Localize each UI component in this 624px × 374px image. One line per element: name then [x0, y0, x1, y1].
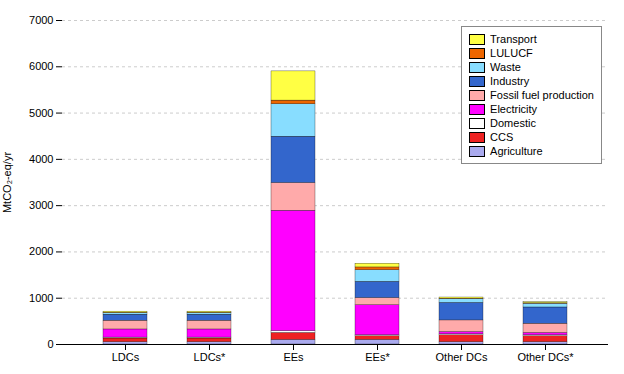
svg-text:3000: 3000: [29, 199, 53, 211]
html-text:Transport: Transport: [490, 33, 537, 45]
svg-text:EEs*: EEs*: [365, 351, 390, 363]
svg-text:7000: 7000: [29, 14, 53, 26]
svg-text:LDCs: LDCs: [112, 351, 140, 363]
svg-text:Other DCs: Other DCs: [436, 351, 488, 363]
svg-text:MtCO₂-eq/yr: MtCO₂-eq/yr: [1, 152, 13, 213]
svg-text:4000: 4000: [29, 153, 53, 165]
svg-text:1000: 1000: [29, 292, 53, 304]
svg-text:5000: 5000: [29, 107, 53, 119]
html-text:Waste: Waste: [490, 61, 521, 73]
svg-text:EEs: EEs: [283, 351, 304, 363]
html-text:Agriculture: Agriculture: [490, 145, 543, 157]
svg-text:6000: 6000: [29, 60, 53, 72]
html-text:CCS: CCS: [490, 131, 514, 143]
html-text:LULUCF: LULUCF: [490, 47, 533, 59]
svg-text:Other DCs*: Other DCs*: [517, 351, 574, 363]
html-text:Domestic: Domestic: [490, 117, 536, 129]
svg-text:0: 0: [47, 338, 53, 350]
html-text:Electricity: Electricity: [490, 103, 538, 115]
html-text:Industry: Industry: [490, 75, 530, 87]
svg-text:LDCs*: LDCs*: [194, 351, 227, 363]
svg-text:2000: 2000: [29, 245, 53, 257]
html-text:Fossil fuel production: Fossil fuel production: [490, 89, 594, 101]
